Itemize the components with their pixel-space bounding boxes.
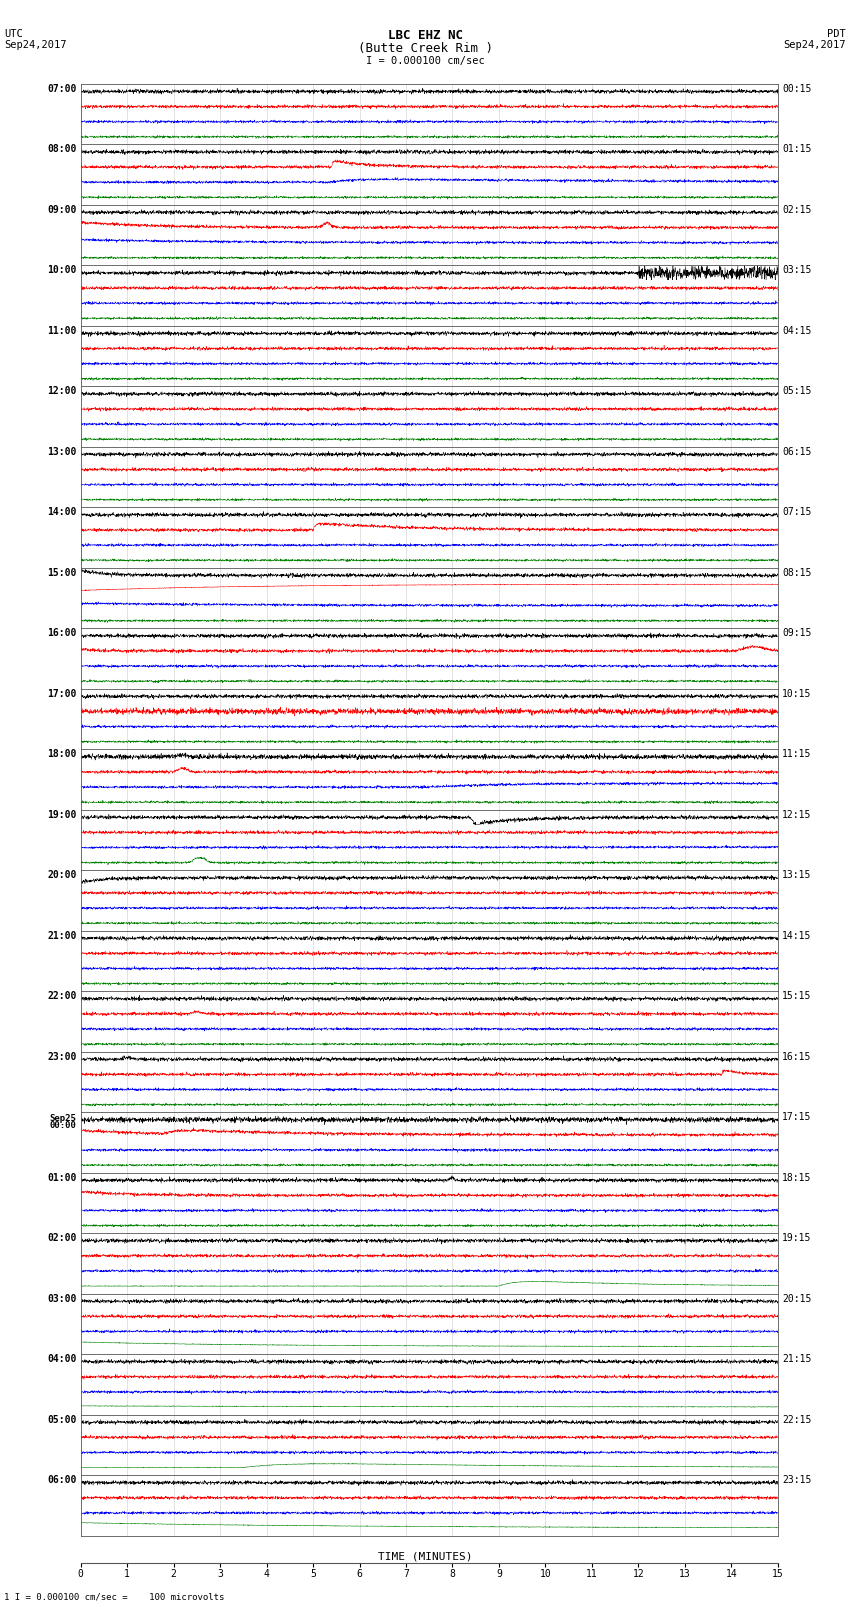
Text: 20:00: 20:00 xyxy=(47,871,76,881)
Text: 06:15: 06:15 xyxy=(782,447,812,456)
Text: 10:15: 10:15 xyxy=(782,689,812,698)
Text: 04:15: 04:15 xyxy=(782,326,812,336)
Text: PDT: PDT xyxy=(827,29,846,39)
Text: 04:00: 04:00 xyxy=(47,1355,76,1365)
Text: 23:15: 23:15 xyxy=(782,1474,812,1486)
Text: 12:15: 12:15 xyxy=(782,810,812,819)
Text: 03:00: 03:00 xyxy=(47,1294,76,1303)
Text: 02:00: 02:00 xyxy=(47,1234,76,1244)
Text: 21:15: 21:15 xyxy=(782,1355,812,1365)
Text: 07:00: 07:00 xyxy=(47,84,76,94)
Text: 13:00: 13:00 xyxy=(47,447,76,456)
Text: 11:15: 11:15 xyxy=(782,748,812,760)
Text: 00:15: 00:15 xyxy=(782,84,812,94)
Text: 17:00: 17:00 xyxy=(47,689,76,698)
Text: I = 0.000100 cm/sec: I = 0.000100 cm/sec xyxy=(366,56,484,66)
Text: 22:15: 22:15 xyxy=(782,1415,812,1424)
Text: 11:00: 11:00 xyxy=(47,326,76,336)
Text: TIME (MINUTES): TIME (MINUTES) xyxy=(377,1552,473,1561)
Text: 16:15: 16:15 xyxy=(782,1052,812,1061)
Text: 10:00: 10:00 xyxy=(47,266,76,276)
Text: Sep24,2017: Sep24,2017 xyxy=(4,40,67,50)
Text: 03:15: 03:15 xyxy=(782,266,812,276)
Text: 21:00: 21:00 xyxy=(47,931,76,940)
Text: 08:15: 08:15 xyxy=(782,568,812,577)
Text: Sep25: Sep25 xyxy=(49,1113,76,1123)
Text: 09:00: 09:00 xyxy=(47,205,76,215)
Text: 19:00: 19:00 xyxy=(47,810,76,819)
Text: 15:15: 15:15 xyxy=(782,990,812,1002)
Text: Sep24,2017: Sep24,2017 xyxy=(783,40,846,50)
Text: 19:15: 19:15 xyxy=(782,1234,812,1244)
Text: 14:15: 14:15 xyxy=(782,931,812,940)
Text: 01:00: 01:00 xyxy=(47,1173,76,1182)
Text: 05:15: 05:15 xyxy=(782,387,812,397)
Text: (Butte Creek Rim ): (Butte Creek Rim ) xyxy=(358,42,492,55)
Text: 23:00: 23:00 xyxy=(47,1052,76,1061)
Text: 06:00: 06:00 xyxy=(47,1474,76,1486)
Text: 20:15: 20:15 xyxy=(782,1294,812,1303)
Text: 07:15: 07:15 xyxy=(782,508,812,518)
Text: 08:00: 08:00 xyxy=(47,145,76,155)
Text: 02:15: 02:15 xyxy=(782,205,812,215)
Text: 09:15: 09:15 xyxy=(782,627,812,639)
Text: 1 I = 0.000100 cm/sec =    100 microvolts: 1 I = 0.000100 cm/sec = 100 microvolts xyxy=(4,1592,224,1602)
Text: LBC EHZ NC: LBC EHZ NC xyxy=(388,29,462,42)
Text: 05:00: 05:00 xyxy=(47,1415,76,1424)
Text: 12:00: 12:00 xyxy=(47,387,76,397)
Text: UTC: UTC xyxy=(4,29,23,39)
Text: 00:00: 00:00 xyxy=(49,1121,76,1131)
Text: 16:00: 16:00 xyxy=(47,627,76,639)
Text: 18:15: 18:15 xyxy=(782,1173,812,1182)
Text: 17:15: 17:15 xyxy=(782,1113,812,1123)
Text: 22:00: 22:00 xyxy=(47,990,76,1002)
Text: 01:15: 01:15 xyxy=(782,145,812,155)
Text: 14:00: 14:00 xyxy=(47,508,76,518)
Text: 18:00: 18:00 xyxy=(47,748,76,760)
Text: 15:00: 15:00 xyxy=(47,568,76,577)
Text: 13:15: 13:15 xyxy=(782,871,812,881)
